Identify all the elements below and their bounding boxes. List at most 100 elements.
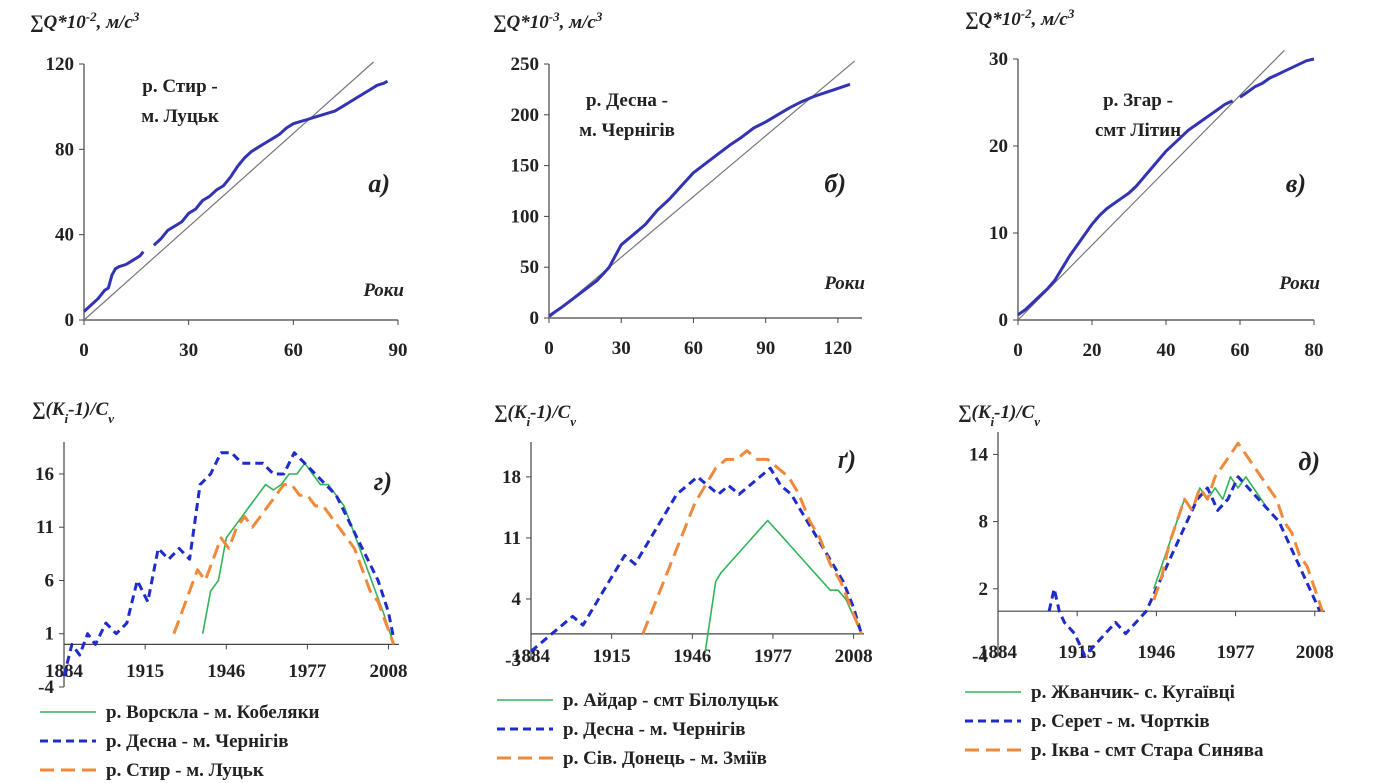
legend-label: р. Серет - м. Чортків [1031,711,1210,732]
series-line-2 [1239,57,1315,99]
x-tick-label: 0 [79,340,89,361]
legend-label: р. Ворскла - м. Кобеляки [106,702,320,723]
x-tick-label: 1977 [1217,642,1256,663]
x-axis-name: Роки [1278,273,1320,294]
x-tick-label: 1915 [593,646,631,667]
legend-label: р. Десна - м. Чернігів [563,719,746,740]
y-tick-label: 8 [979,512,989,533]
x-tick-label: 2008 [1296,642,1334,663]
legend-label: р. Айдар - смт Білолуцьк [563,690,779,711]
series-line-1 [1017,99,1234,317]
x-tick-label: 90 [389,340,408,361]
x-tick-label: 60 [284,340,303,361]
y-tick-label: 30 [989,49,1008,70]
y-axis-title: ∑Q*10-2, м/с3 [965,6,1075,31]
x-axis-name: Роки [362,280,404,301]
y-tick-label: 0 [999,310,1009,331]
y-tick-label: -3 [505,650,521,671]
legend-label: р. Стир - м. Луцьк [106,760,264,781]
y-tick-label: -4 [38,677,54,698]
panel-label: д) [1298,447,1320,476]
y-axis-title: ∑(Ki-1)/Cv [32,399,114,426]
y-tick-label: 6 [45,570,55,591]
panel-label: в) [1286,169,1306,198]
y-tick-label: 16 [35,464,54,485]
y-axis-title: ∑(Ki-1)/Cv [494,402,576,429]
chart-panel-6: ∑(Ki-1)/Cv -4 2 8 14 1884 1915 1946 1977 2008 д) р.… [958,402,1334,761]
y-tick-label: 200 [511,105,540,126]
x-tick-label: 1946 [1137,642,1175,663]
series-line-3 [172,483,396,645]
legend-label: р. Жванчик- с. Кугаївці [1031,682,1235,703]
y-tick-label: 150 [511,156,540,177]
y-tick-label: 4 [512,589,522,610]
y-tick-label: 18 [502,467,521,488]
x-tick-label: 1977 [288,661,327,682]
series-line-1 [82,250,145,313]
y-tick-label: -4 [972,646,988,667]
x-tick-label: 1884 [512,646,551,667]
y-tick-label: 11 [503,528,521,549]
y-tick-label: 100 [511,206,540,227]
y-tick-label: 0 [65,310,75,331]
y-tick-label: 40 [55,225,74,246]
station-annotation: р. Десна - [586,90,668,111]
y-tick-label: 2 [979,579,989,600]
series-line-2 [152,79,389,247]
x-tick-label: 0 [544,338,554,359]
chart-panel-2: ∑Q*10-3, м/с3 0 50 100 150 200 250 0 30 60 90 120 р.… [493,9,865,360]
y-tick-label: 14 [969,444,989,465]
x-tick-label: 30 [612,338,631,359]
x-tick-label: 60 [684,338,703,359]
chart-panel-5: ∑(Ki-1)/Cv -3 4 11 18 1884 1915 1946 1977 2008 ґ) р… [494,402,873,769]
panel-label: б) [824,169,846,198]
x-tick-label: 1946 [673,646,711,667]
x-tick-label: 1946 [207,661,245,682]
diagonal-line [83,61,374,321]
station-annotation: м. Луцьк [141,106,219,127]
panel-label: г) [374,467,392,496]
x-tick-label: 30 [179,340,198,361]
x-tick-label: 40 [1157,340,1176,361]
x-tick-label: 1915 [126,661,164,682]
legend-label: р. Десна - м. Чернігів [106,731,289,752]
x-axis-name: Роки [823,273,865,294]
y-tick-label: 1 [45,624,55,645]
y-tick-label: 0 [530,308,540,329]
legend-label: р. Сів. Донець - м. Зміїв [563,748,767,769]
chart-panel-1: ∑Q*10-2, м/с3 0 40 80 120 0 30 60 90 р. Стир - м. … [30,9,408,362]
station-annotation: м. Чернігів [579,120,675,141]
x-tick-label: 120 [824,338,853,359]
series-line-1 [201,462,395,645]
y-axis-title: ∑Q*10-2, м/с3 [30,9,140,34]
y-tick-label: 80 [55,139,74,160]
series-line-2 [1047,475,1322,658]
series-line-2 [530,466,863,653]
series-line-1 [1153,475,1270,590]
y-axis-title: ∑(Ki-1)/Cv [958,402,1040,429]
y-tick-label: 20 [989,136,1008,157]
x-tick-label: 60 [1231,340,1250,361]
diagonal-line [1017,49,1285,321]
x-tick-label: 1977 [754,646,793,667]
x-tick-label: 2008 [370,661,408,682]
chart-panel-3: ∑Q*10-2, м/с3 0 10 20 30 0 20 40 60 80 р. Згар - см… [965,6,1324,362]
y-tick-label: 11 [36,517,54,538]
x-tick-label: 0 [1013,340,1023,361]
legend-label: р. Іква - смт Стара Синява [1031,740,1264,761]
x-tick-label: 90 [756,338,775,359]
station-annotation: р. Згар - [1103,90,1173,111]
y-tick-label: 120 [46,54,75,75]
series-line-3 [641,449,863,635]
series-line-3 [1152,441,1324,612]
x-tick-label: 2008 [835,646,873,667]
x-tick-label: 80 [1305,340,1324,361]
station-annotation: смт Літин [1095,120,1181,141]
series-line-2 [62,451,396,677]
x-tick-label: 1884 [979,642,1018,663]
y-tick-label: 250 [511,54,540,75]
panel-label: а) [368,169,390,198]
x-tick-label: 20 [1083,340,1102,361]
